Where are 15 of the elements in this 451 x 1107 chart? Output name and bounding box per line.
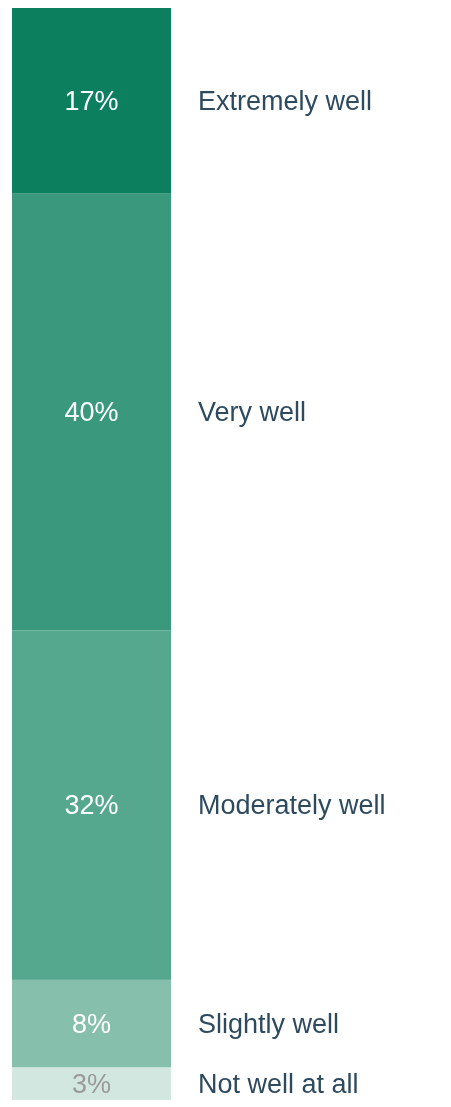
data-label: 32%	[64, 790, 119, 821]
series-label: Very well	[198, 397, 307, 428]
bar	[12, 1067, 171, 1100]
bar	[12, 193, 171, 631]
series-label: Not well at all	[198, 1068, 359, 1099]
data-label: 40%	[64, 397, 119, 428]
bar	[12, 630, 171, 980]
series-label: Moderately well	[198, 790, 386, 821]
data-label: 3%	[71, 1068, 112, 1099]
bar	[12, 8, 171, 194]
bar	[12, 979, 171, 1068]
series-label: Extremely well	[198, 85, 373, 116]
series-label: Slightly well	[198, 1008, 340, 1039]
data-label: 17%	[64, 85, 119, 116]
data-label: 8%	[71, 1008, 112, 1039]
